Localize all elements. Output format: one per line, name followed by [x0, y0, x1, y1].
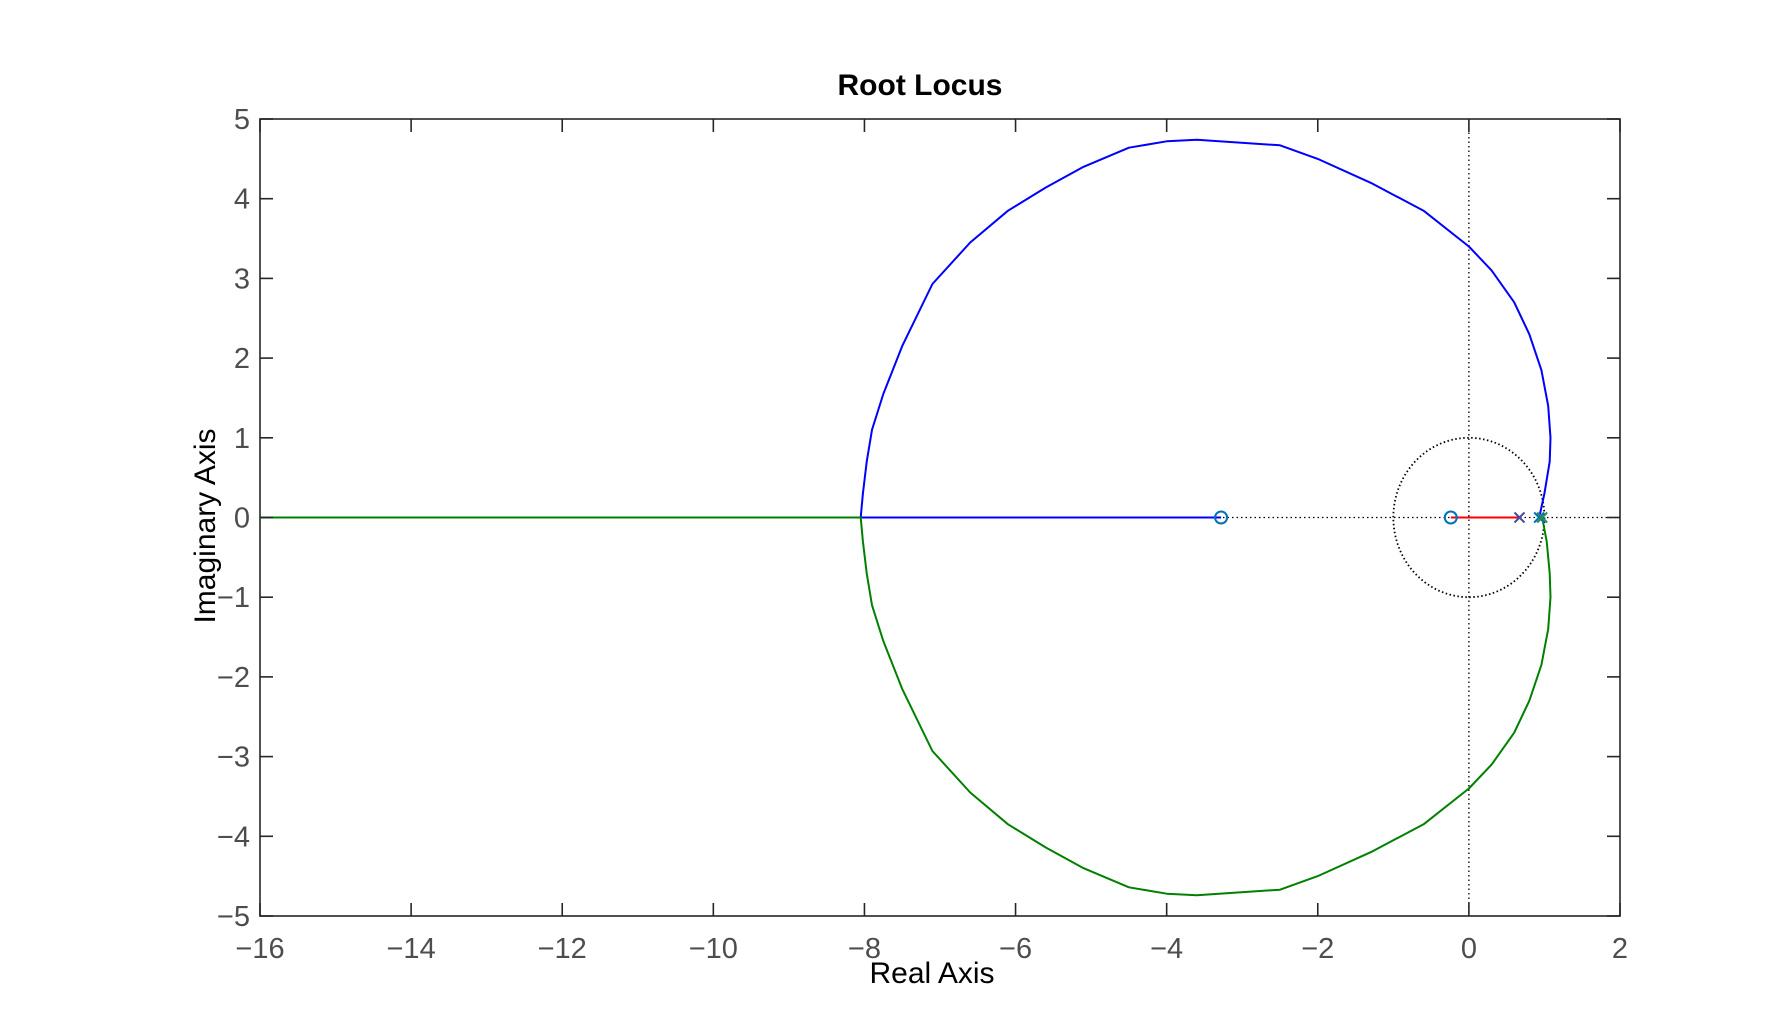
y-tick-label: −2: [217, 662, 250, 694]
plot-area: [259, 118, 1621, 917]
y-tick-label: −5: [217, 901, 250, 933]
x-tick-label: 2: [1612, 933, 1628, 965]
pole-marker-1: [1513, 511, 1526, 524]
x-tick-label: −16: [235, 933, 284, 965]
y-tick-label: 0: [234, 503, 250, 535]
x-tick-label: −4: [1150, 933, 1183, 965]
pole-marker-2: [1533, 511, 1545, 524]
y-axis-label: Imaginary Axis: [189, 428, 222, 623]
y-tick-label: −4: [217, 821, 250, 853]
y-tick-label: 5: [234, 104, 250, 136]
x-tick-label: −14: [387, 933, 436, 965]
zero-marker-1: [1214, 510, 1229, 525]
zero-marker-2: [1443, 510, 1458, 525]
x-tick-label: −12: [538, 933, 587, 965]
pole-marker-3: [1536, 511, 1548, 524]
x-tick-label: −6: [999, 933, 1032, 965]
y-tick-label: −3: [217, 742, 250, 774]
chart-title: Root Locus: [838, 69, 1003, 102]
y-tick-label: 2: [234, 343, 250, 375]
locus-branch-2: [260, 516, 1552, 897]
x-tick-label: −10: [689, 933, 738, 965]
unit-circle: [1392, 436, 1546, 599]
y-tick-label: 1: [234, 423, 250, 455]
locus-branch-1: [859, 138, 1552, 519]
y-tick-label: 3: [234, 263, 250, 295]
x-tick-label: −2: [1301, 933, 1334, 965]
y-tick-label: 4: [234, 184, 250, 216]
x-tick-label: −8: [848, 933, 881, 965]
x-axis-label: Real Axis: [869, 957, 994, 990]
y-tick-label: −1: [217, 582, 250, 614]
x-tick-label: 0: [1461, 933, 1477, 965]
